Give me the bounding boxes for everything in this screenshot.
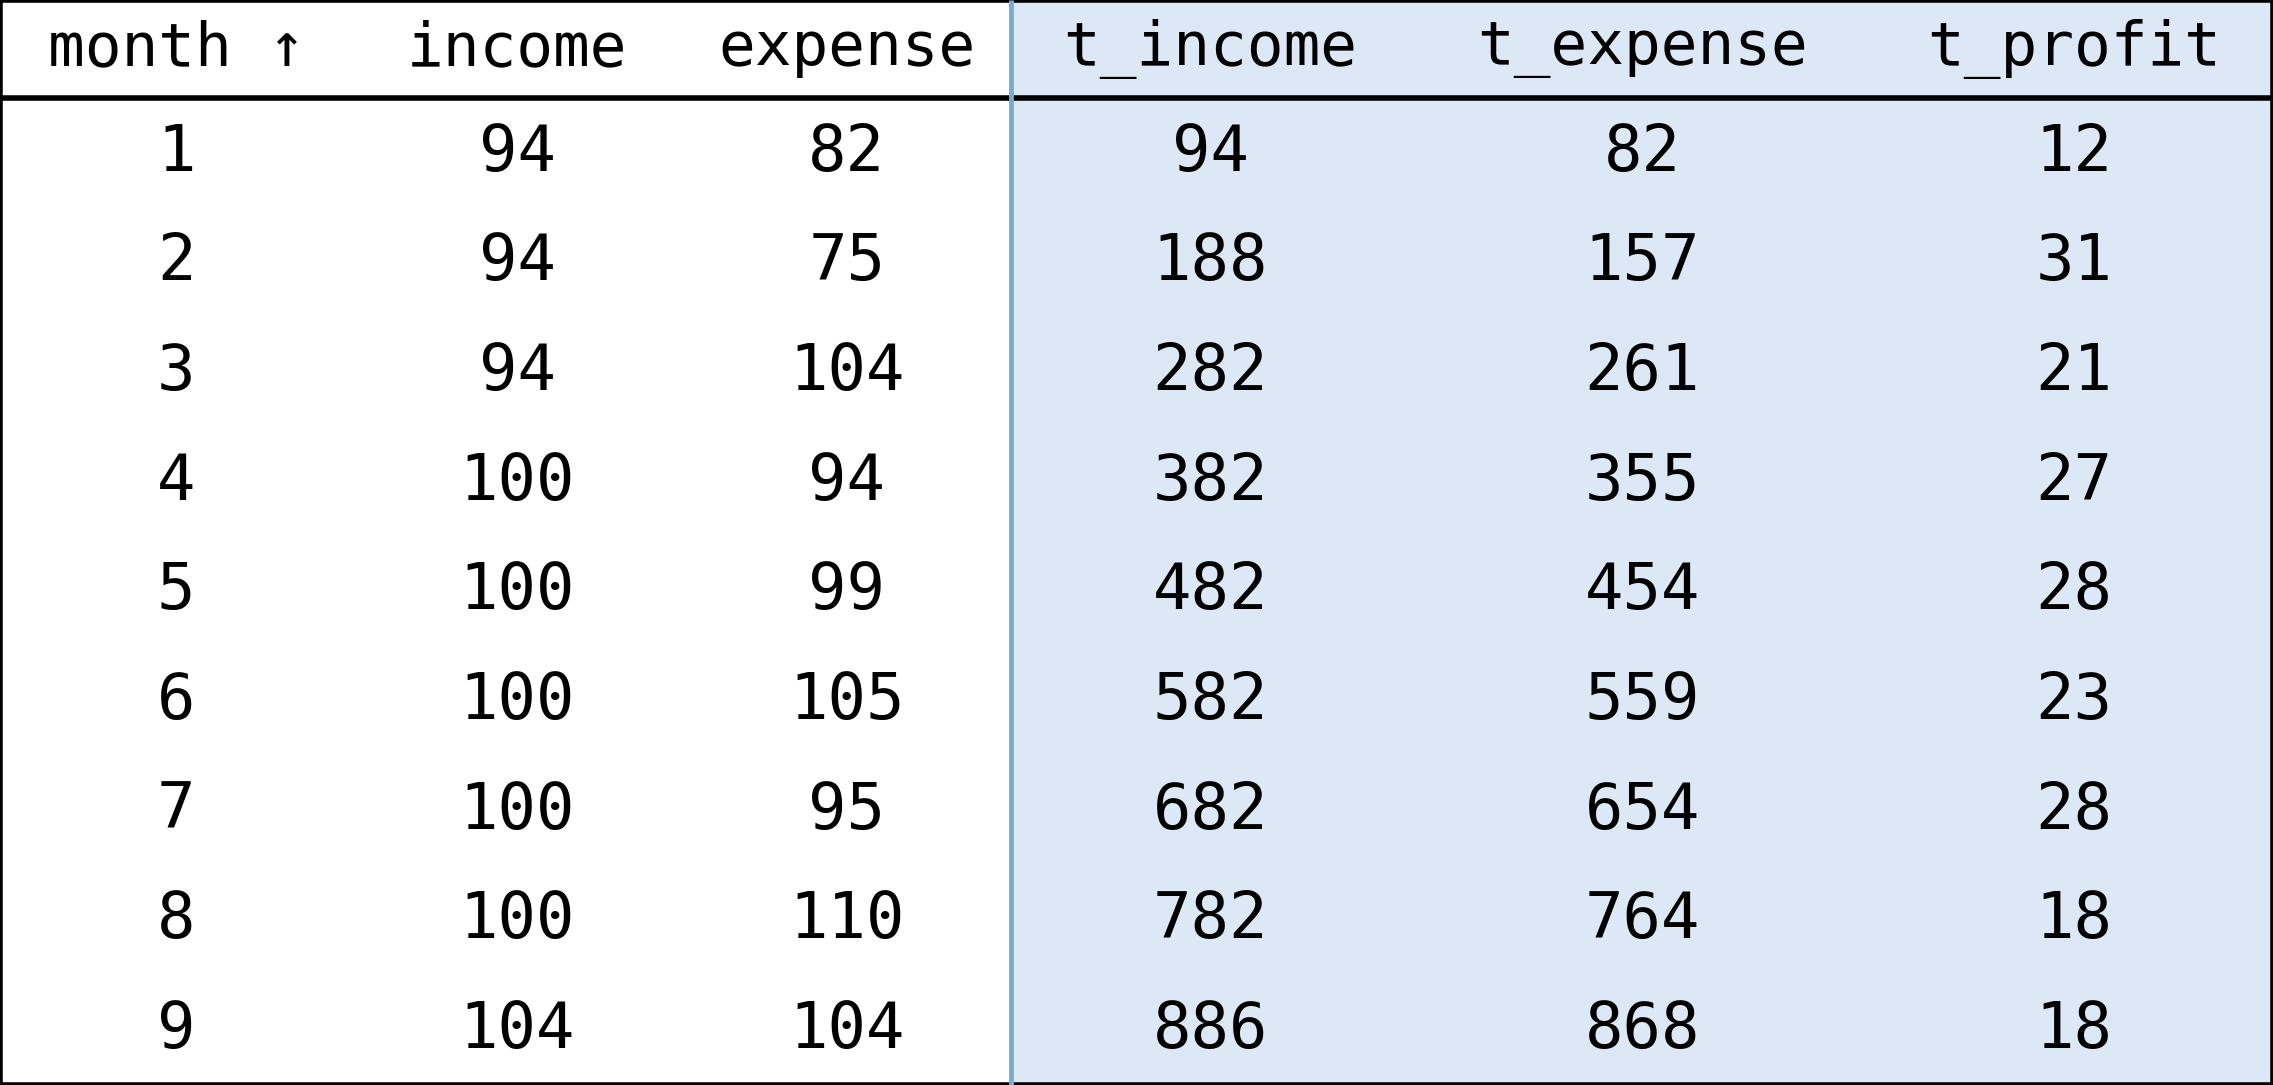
Text: 382: 382	[1152, 450, 1268, 512]
Text: 99: 99	[809, 560, 884, 623]
Text: 582: 582	[1152, 671, 1268, 732]
Text: 104: 104	[789, 999, 905, 1061]
Text: 100: 100	[459, 890, 575, 952]
Text: t_expense: t_expense	[1477, 20, 1807, 78]
Text: 100: 100	[459, 671, 575, 732]
Text: 7: 7	[157, 780, 195, 842]
Text: t_profit: t_profit	[1928, 18, 2221, 79]
Text: 95: 95	[809, 780, 884, 842]
Text: 104: 104	[459, 999, 575, 1061]
Text: 94: 94	[809, 450, 884, 512]
Text: 6: 6	[157, 671, 195, 732]
Text: 82: 82	[809, 122, 884, 183]
Text: 28: 28	[2037, 560, 2112, 623]
Text: 75: 75	[809, 231, 884, 293]
Text: 94: 94	[480, 341, 555, 403]
Text: 482: 482	[1152, 560, 1268, 623]
Text: expense: expense	[718, 20, 975, 78]
Bar	[1011, 0, 2273, 1085]
Text: month ↑: month ↑	[48, 20, 305, 78]
Text: 886: 886	[1152, 999, 1268, 1061]
Text: 100: 100	[459, 780, 575, 842]
Text: 23: 23	[2037, 671, 2112, 732]
Text: t_income: t_income	[1064, 18, 1357, 79]
Text: 355: 355	[1584, 450, 1700, 512]
Text: 31: 31	[2037, 231, 2112, 293]
Text: 454: 454	[1584, 560, 1700, 623]
Text: 18: 18	[2037, 890, 2112, 952]
Text: 2: 2	[157, 231, 195, 293]
Text: 12: 12	[2037, 122, 2112, 183]
Text: 100: 100	[459, 560, 575, 623]
Text: 18: 18	[2037, 999, 2112, 1061]
Text: 104: 104	[789, 341, 905, 403]
Text: 82: 82	[1605, 122, 1680, 183]
Text: 94: 94	[1173, 122, 1248, 183]
Text: 868: 868	[1584, 999, 1700, 1061]
Text: 682: 682	[1152, 780, 1268, 842]
Text: 157: 157	[1584, 231, 1700, 293]
Text: 105: 105	[789, 671, 905, 732]
Text: 4: 4	[157, 450, 195, 512]
Text: 188: 188	[1152, 231, 1268, 293]
Text: 8: 8	[157, 890, 195, 952]
Text: 1: 1	[157, 122, 195, 183]
Text: 782: 782	[1152, 890, 1268, 952]
Text: 282: 282	[1152, 341, 1268, 403]
Text: 110: 110	[789, 890, 905, 952]
Text: income: income	[407, 20, 627, 78]
Text: 559: 559	[1584, 671, 1700, 732]
Text: 28: 28	[2037, 780, 2112, 842]
Text: 764: 764	[1584, 890, 1700, 952]
Text: 9: 9	[157, 999, 195, 1061]
Text: 27: 27	[2037, 450, 2112, 512]
Text: 5: 5	[157, 560, 195, 623]
Text: 261: 261	[1584, 341, 1700, 403]
Text: 3: 3	[157, 341, 195, 403]
Text: 21: 21	[2037, 341, 2112, 403]
Text: 94: 94	[480, 122, 555, 183]
Text: 654: 654	[1584, 780, 1700, 842]
Text: 94: 94	[480, 231, 555, 293]
Text: 100: 100	[459, 450, 575, 512]
